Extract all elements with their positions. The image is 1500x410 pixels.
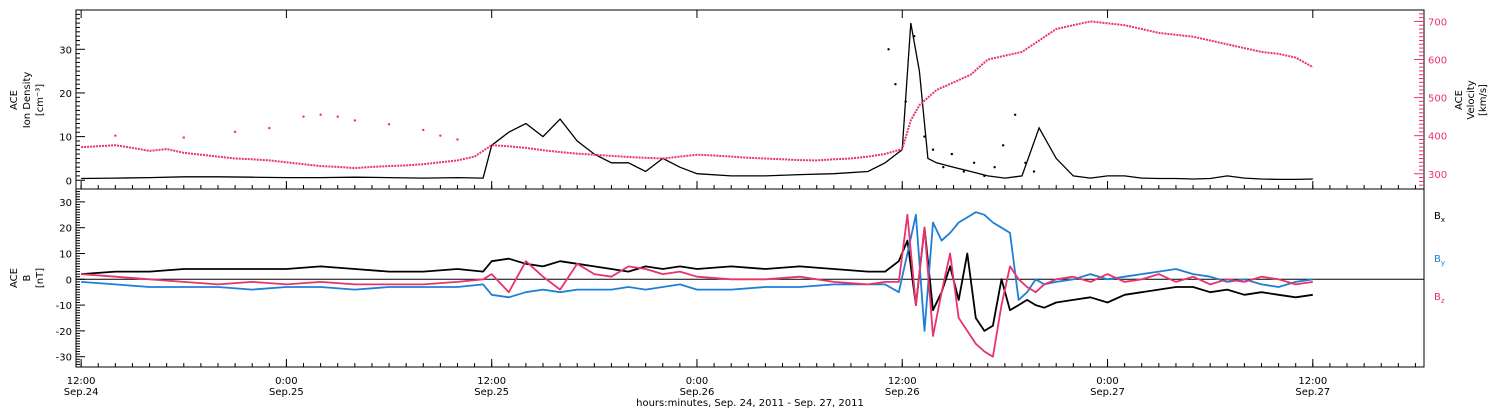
- x-tick-date: Sep.27: [1295, 387, 1330, 398]
- velocity_scatter-point: [336, 115, 339, 118]
- b-axis: 30 20 10 0 -10 -20 -30: [56, 191, 1424, 365]
- velocity_scatter-point: [456, 138, 459, 141]
- velocity_scatter-point: [439, 134, 442, 137]
- x-tick-date: Sep.26: [885, 387, 920, 398]
- density_scatter-point: [923, 135, 926, 138]
- density-axis-label-3: [cm⁻³]: [35, 84, 46, 116]
- x-tick-time: 0:00: [275, 376, 297, 387]
- b-tick-label: -20: [56, 327, 72, 338]
- b-tick-label: -10: [56, 301, 72, 312]
- density_scatter-point: [942, 165, 945, 169]
- density_scatter-point: [950, 152, 954, 156]
- velocity-axis-label-3: [km/s]: [1478, 84, 1489, 116]
- velocity-series-line: [81, 20, 1314, 170]
- density-axis-label-1: ACE: [9, 90, 20, 110]
- x-tick-date: Sep.26: [680, 387, 715, 398]
- x-tick-time: 12:00: [67, 376, 96, 387]
- velocity-tick-label: 600: [1428, 56, 1447, 67]
- b-tick-label: 10: [59, 249, 72, 260]
- velocity_scatter-point: [182, 136, 185, 139]
- x-tick-date: Sep.27: [1090, 387, 1125, 398]
- density-tick-label: 0: [66, 176, 72, 187]
- time-axis: 12:00Sep.240:00Sep.2512:00Sep.250:00Sep.…: [64, 10, 1416, 398]
- density_scatter-point: [887, 48, 890, 51]
- density_scatter-point: [983, 174, 986, 178]
- density_scatter-point: [1013, 113, 1017, 116]
- b-axis-label-3: [nT]: [35, 268, 46, 288]
- velocity-tick-label: 300: [1428, 170, 1447, 181]
- x-tick-date: Sep.25: [269, 387, 304, 398]
- time-axis-title: hours:minutes, Sep. 24, 2011 - Sep. 27, …: [636, 398, 864, 409]
- density_scatter-point: [1024, 161, 1027, 165]
- velocity_scatter-point: [422, 128, 425, 132]
- density_scatter-point: [1032, 170, 1036, 173]
- b-legend: Bx By Bz: [1434, 211, 1445, 305]
- x-tick-date: Sep.25: [474, 387, 509, 398]
- legend-by: By: [1434, 254, 1445, 267]
- density-series-line: [81, 22, 1313, 181]
- x-tick-time: 0:00: [1096, 376, 1118, 387]
- top-series: [81, 20, 1314, 181]
- density-tick-label: 10: [59, 133, 72, 144]
- b-tick-label: 0: [66, 275, 72, 286]
- density_scatter-point: [931, 148, 935, 151]
- velocity_scatter-point: [233, 130, 237, 134]
- velocity_scatter-point: [319, 113, 322, 116]
- legend-bz: Bz: [1434, 292, 1445, 305]
- velocity-tick-label: 500: [1428, 94, 1447, 105]
- velocity-tick-label: 700: [1428, 17, 1447, 28]
- b-tick-label: 20: [59, 224, 72, 235]
- velocity-tick-label: 400: [1428, 132, 1447, 143]
- bz-series-line: [81, 213, 1313, 358]
- density_scatter-point: [972, 161, 976, 165]
- velocity_scatter-point: [387, 123, 391, 126]
- x-tick-date: Sep.24: [64, 387, 99, 398]
- density_scatter-point: [993, 165, 996, 169]
- velocity-axis: 300 400 500 600 700: [1414, 13, 1447, 186]
- density_scatter-point: [904, 100, 907, 103]
- density_scatter-point: [1001, 144, 1005, 147]
- density_scatter-point: [962, 170, 966, 173]
- by-series-line: [81, 211, 1313, 332]
- density-axis-label-2: Ion Density: [22, 72, 33, 129]
- density-axis: 0 10 20 30: [59, 13, 85, 187]
- x-tick-time: 0:00: [686, 376, 708, 387]
- b-axis-label-1: ACE: [9, 268, 20, 288]
- b-tick-label: 30: [59, 198, 72, 209]
- b-axis-label-2: B: [22, 274, 33, 281]
- x-tick-time: 12:00: [888, 376, 917, 387]
- density_scatter-point: [913, 34, 916, 38]
- velocity_scatter-point: [268, 126, 271, 130]
- bottom-panel-frame: [75, 188, 1425, 368]
- x-tick-time: 12:00: [477, 376, 506, 387]
- bottom-panel: 30 20 10 0 -10 -20 -30 ACE B [nT] Bx By Bz: [9, 188, 1445, 368]
- velocity_scatter-point: [353, 119, 357, 122]
- density_scatter-point: [894, 83, 897, 86]
- legend-bx: Bx: [1434, 211, 1445, 224]
- x-tick-time: 12:00: [1298, 376, 1327, 387]
- velocity_scatter-point: [302, 115, 305, 118]
- velocity-axis-label-2: Velocity: [1466, 80, 1477, 119]
- b-tick-label: -30: [56, 353, 72, 364]
- density-tick-label: 20: [59, 89, 72, 100]
- velocity_scatter-point: [114, 134, 117, 137]
- bottom-series: [81, 211, 1313, 358]
- density-tick-label: 30: [59, 45, 72, 56]
- velocity-axis-label-1: ACE: [1454, 90, 1465, 110]
